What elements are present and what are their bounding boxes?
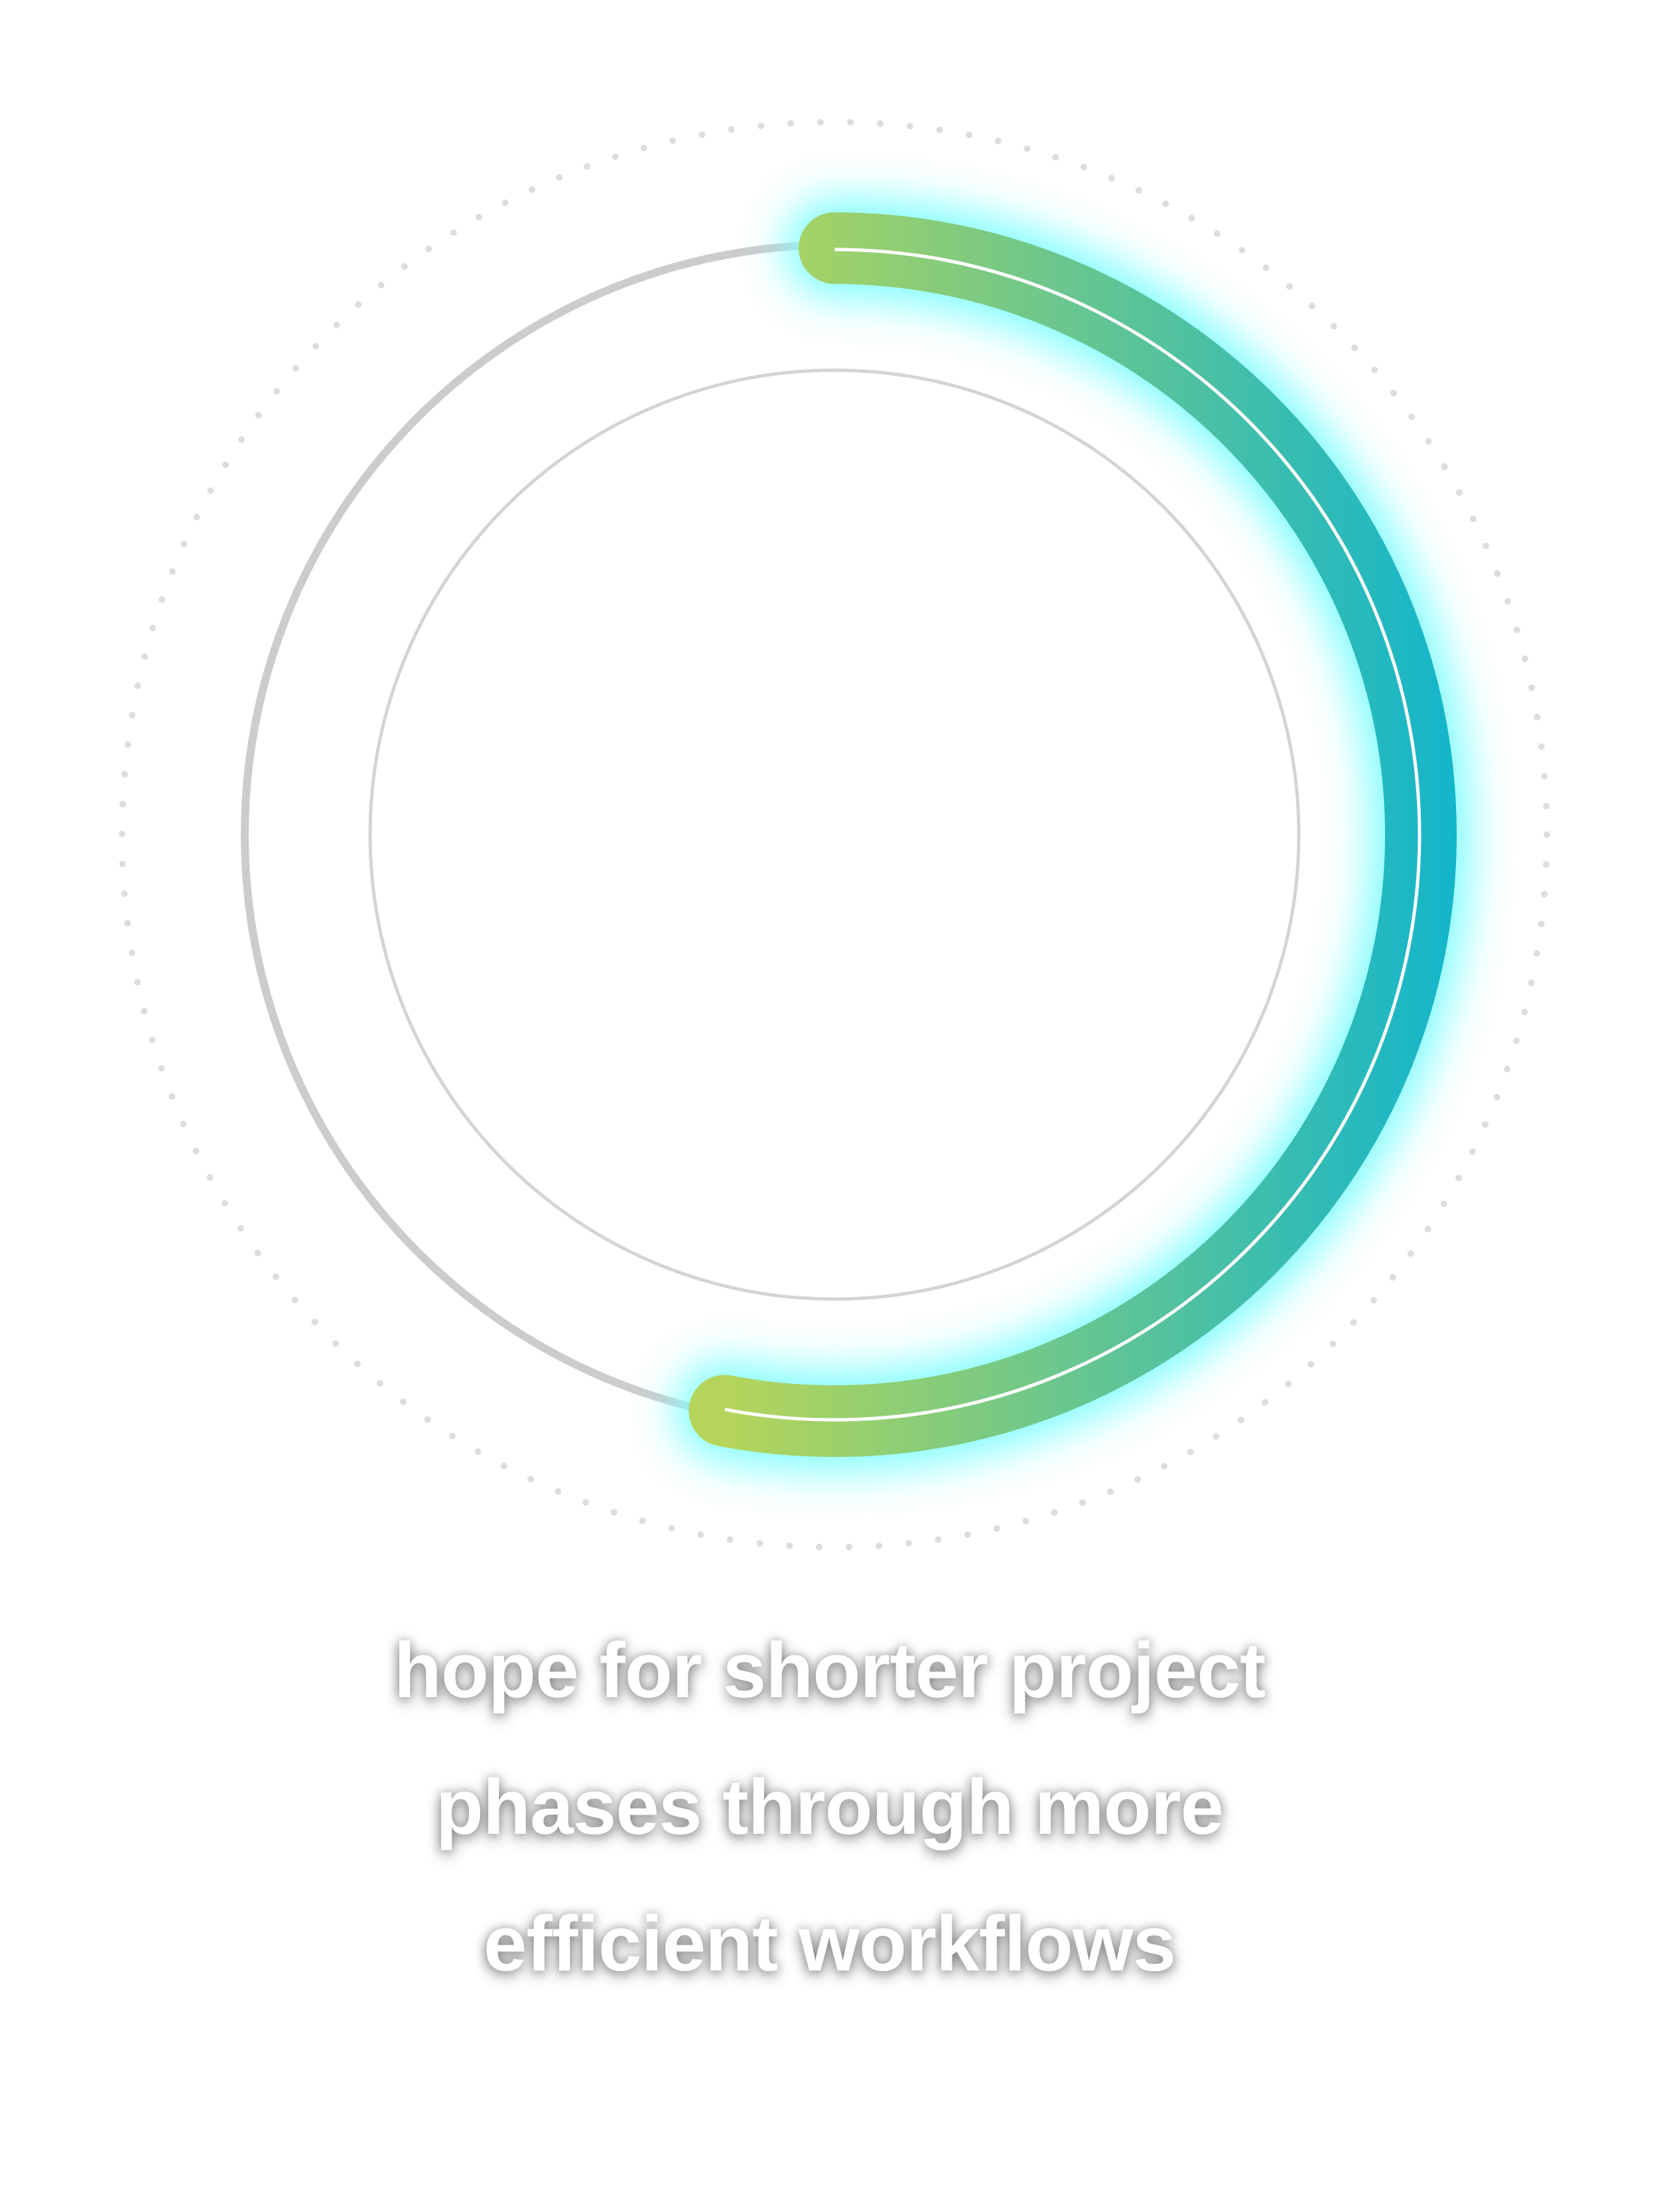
dotted-outer-ring	[119, 119, 1550, 1551]
caption-line: hope for shorter project	[393, 1627, 1266, 1714]
progress-arc-glow	[675, 198, 1471, 1471]
caption-line: phases through more	[435, 1763, 1224, 1851]
caption-line: efficient workflows	[483, 1900, 1176, 1988]
caption: hope for shorter project phases through …	[0, 1602, 1659, 2012]
inner-circle	[368, 368, 1301, 1301]
progress-arc-highlight	[724, 247, 1422, 1422]
progress-ring	[119, 119, 1550, 1551]
